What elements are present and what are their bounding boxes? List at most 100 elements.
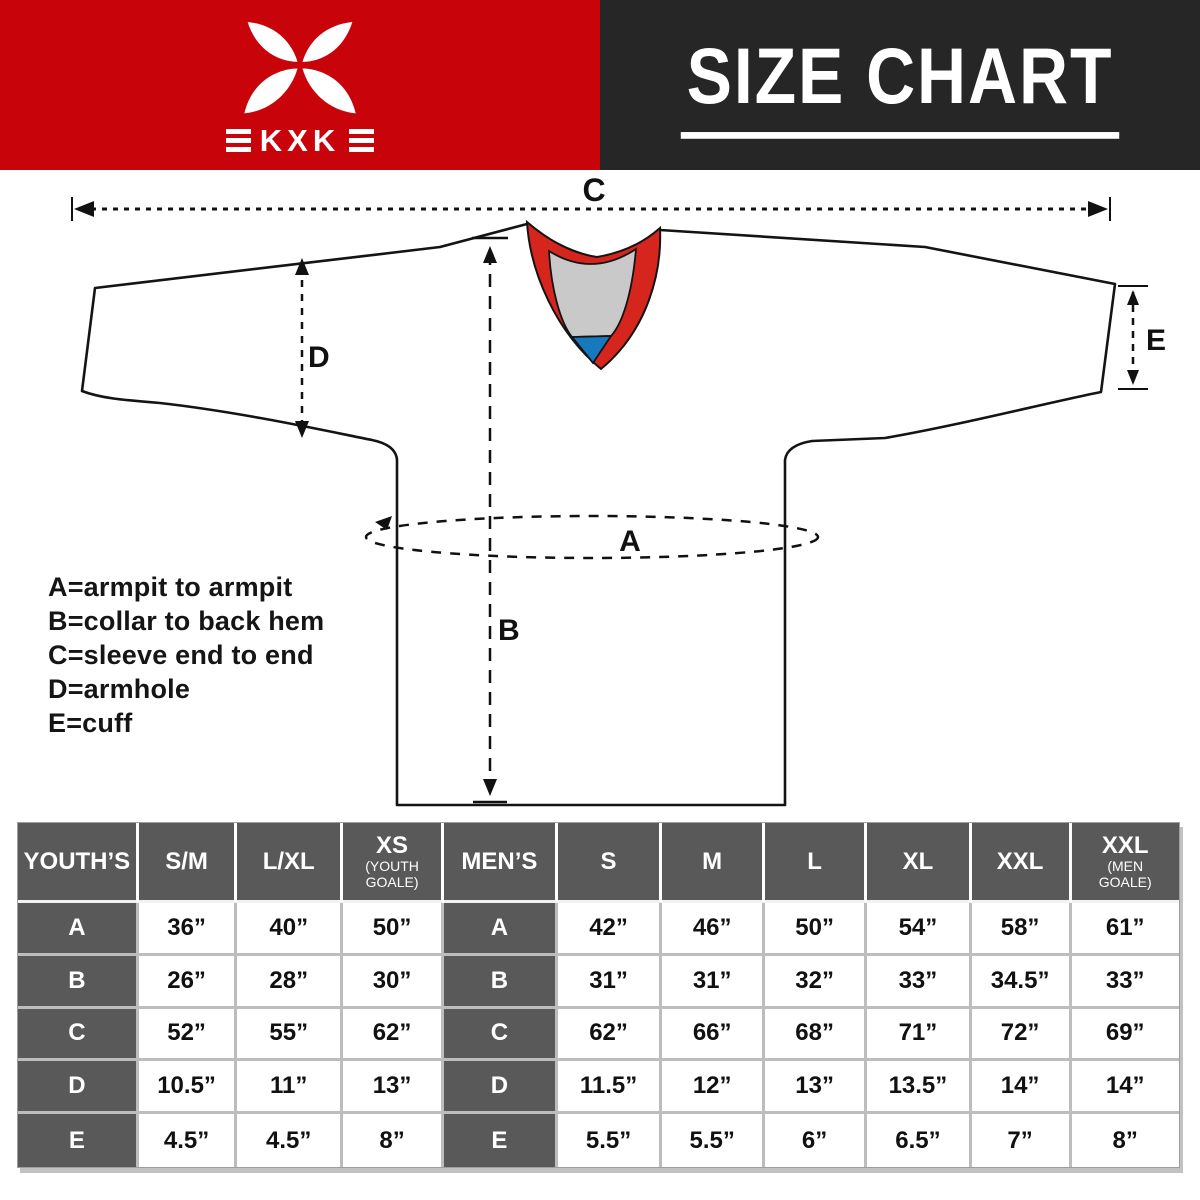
measure-a-label: A — [619, 525, 641, 558]
table-cell: 36” — [138, 903, 238, 956]
collar-inner — [548, 247, 638, 338]
table-cell: 32” — [765, 955, 868, 1009]
table-cell: 6” — [765, 1114, 868, 1167]
table-cell: 61” — [1071, 903, 1179, 956]
table-cell: 46” — [662, 903, 766, 956]
table-cell: 71” — [867, 1008, 972, 1062]
col-header-youths: YOUTH’S — [18, 823, 139, 903]
measure-d-arrow — [295, 258, 309, 438]
row-label-youth-d: D — [18, 1061, 139, 1115]
table-cell: 12” — [662, 1061, 766, 1115]
logo-triple-bars-right — [349, 129, 375, 152]
col-header-xs-goalie: XS (YOUTH GOALE) — [343, 823, 445, 903]
table-cell: 66” — [662, 1008, 766, 1062]
measure-d-label: D — [308, 341, 330, 374]
logo-text: KXK — [259, 122, 341, 158]
row-label-mens-d: D — [444, 1061, 558, 1115]
title-panel: SIZE CHART — [600, 0, 1200, 170]
measure-e-label: E — [1146, 324, 1166, 357]
table-cell: 50” — [765, 903, 868, 956]
table-cell: 34.5” — [971, 955, 1072, 1009]
col-header-l: L — [765, 823, 868, 903]
table-cell: 4.5” — [138, 1114, 238, 1167]
col-header-xl: XL — [867, 823, 972, 903]
table-cell: 28” — [237, 955, 344, 1009]
table-cell: 52” — [138, 1008, 238, 1062]
col-header-mens: MEN’S — [444, 823, 558, 903]
table-cell: 11.5” — [557, 1061, 663, 1115]
logo-wordmark: KXK — [225, 122, 375, 159]
measurement-legend: A=armpit to armpit B=collar to back hem … — [48, 570, 324, 740]
goalie-note: (MEN — [1107, 857, 1144, 874]
table-cell: 8” — [343, 1114, 445, 1167]
row-label-mens-e: E — [444, 1114, 558, 1167]
legend-line-c: C=sleeve end to end — [48, 640, 314, 670]
measure-c-label: C — [582, 172, 605, 208]
measure-b-label: B — [498, 614, 520, 647]
col-header-xxl: XXL — [971, 823, 1072, 903]
col-header-m: M — [662, 823, 766, 903]
header: KXK SIZE CHART — [0, 0, 1200, 170]
table-cell: 13.5” — [867, 1061, 972, 1115]
table-cell: 13” — [343, 1061, 445, 1115]
table-cell: 33” — [1071, 955, 1179, 1009]
table-cell: 33” — [867, 955, 972, 1009]
row-label-youth-c: C — [18, 1008, 139, 1062]
table-cell: 5.5” — [557, 1114, 663, 1167]
row-label-youth-a: A — [18, 903, 139, 956]
table-cell: 13” — [765, 1061, 868, 1115]
table-cell: 62” — [343, 1008, 445, 1062]
row-label-mens-a: A — [444, 903, 558, 956]
brand-panel: KXK — [0, 0, 600, 170]
col-header-xxl-goalie: XXL (MEN GOALE) — [1071, 823, 1179, 903]
table-cell: 10.5” — [138, 1061, 238, 1115]
measure-b-arrow — [472, 236, 508, 804]
row-label-youth-e: E — [18, 1114, 139, 1167]
table-cell: 6.5” — [867, 1114, 972, 1167]
table-cell: 54” — [867, 903, 972, 956]
table-cell: 62” — [557, 1008, 663, 1062]
table-cell: 30” — [343, 955, 445, 1009]
table-cell: 68” — [765, 1008, 868, 1062]
measure-e-arrow — [1118, 285, 1148, 390]
col-header-lxl: L/XL — [237, 823, 344, 903]
goalie-size: XXL — [1101, 831, 1149, 859]
table-cell: 4.5” — [237, 1114, 344, 1167]
measure-a-ellipse — [364, 514, 820, 560]
measure-c-arrow — [71, 197, 1111, 221]
table-cell: 31” — [662, 955, 766, 1009]
table-cell: 7” — [971, 1114, 1072, 1167]
table-cell: 26” — [138, 955, 238, 1009]
collar-insert — [570, 335, 613, 365]
table-cell: 58” — [971, 903, 1072, 956]
size-table: YOUTH’S S/M L/XL XS (YOUTH GOALE) MEN’S … — [17, 822, 1180, 1168]
col-header-s: S — [557, 823, 663, 903]
goalie-size: XS — [376, 831, 409, 859]
goalie-note: GOALE) — [365, 873, 419, 890]
table-cell: 69” — [1071, 1008, 1179, 1062]
goalie-note: GOALE) — [1098, 873, 1152, 890]
page-title: SIZE CHART — [680, 31, 1120, 139]
legend-line-b: B=collar to back hem — [48, 606, 325, 636]
jersey-diagram: C D B E A — [71, 172, 1166, 807]
table-cell: 55” — [237, 1008, 344, 1062]
table-cell: 11” — [237, 1061, 344, 1115]
col-header-sm: S/M — [138, 823, 238, 903]
row-label-mens-c: C — [444, 1008, 558, 1062]
table-cell: 5.5” — [662, 1114, 766, 1167]
row-label-mens-b: B — [444, 955, 558, 1009]
table-cell: 8” — [1071, 1114, 1179, 1167]
legend-line-d: D=armhole — [48, 674, 191, 704]
logo-triple-bars-left — [225, 129, 251, 152]
table-cell: 14” — [1071, 1061, 1179, 1115]
legend-line-a: A=armpit to armpit — [48, 572, 293, 602]
table-cell: 14” — [971, 1061, 1072, 1115]
table-cell: 42” — [557, 903, 663, 956]
row-label-youth-b: B — [18, 955, 139, 1009]
kxk-logo-icon — [244, 21, 356, 113]
table-cell: 72” — [971, 1008, 1072, 1062]
legend-line-e: E=cuff — [48, 708, 133, 738]
table-cell: 40” — [237, 903, 344, 956]
goalie-note: (YOUTH — [365, 857, 419, 874]
